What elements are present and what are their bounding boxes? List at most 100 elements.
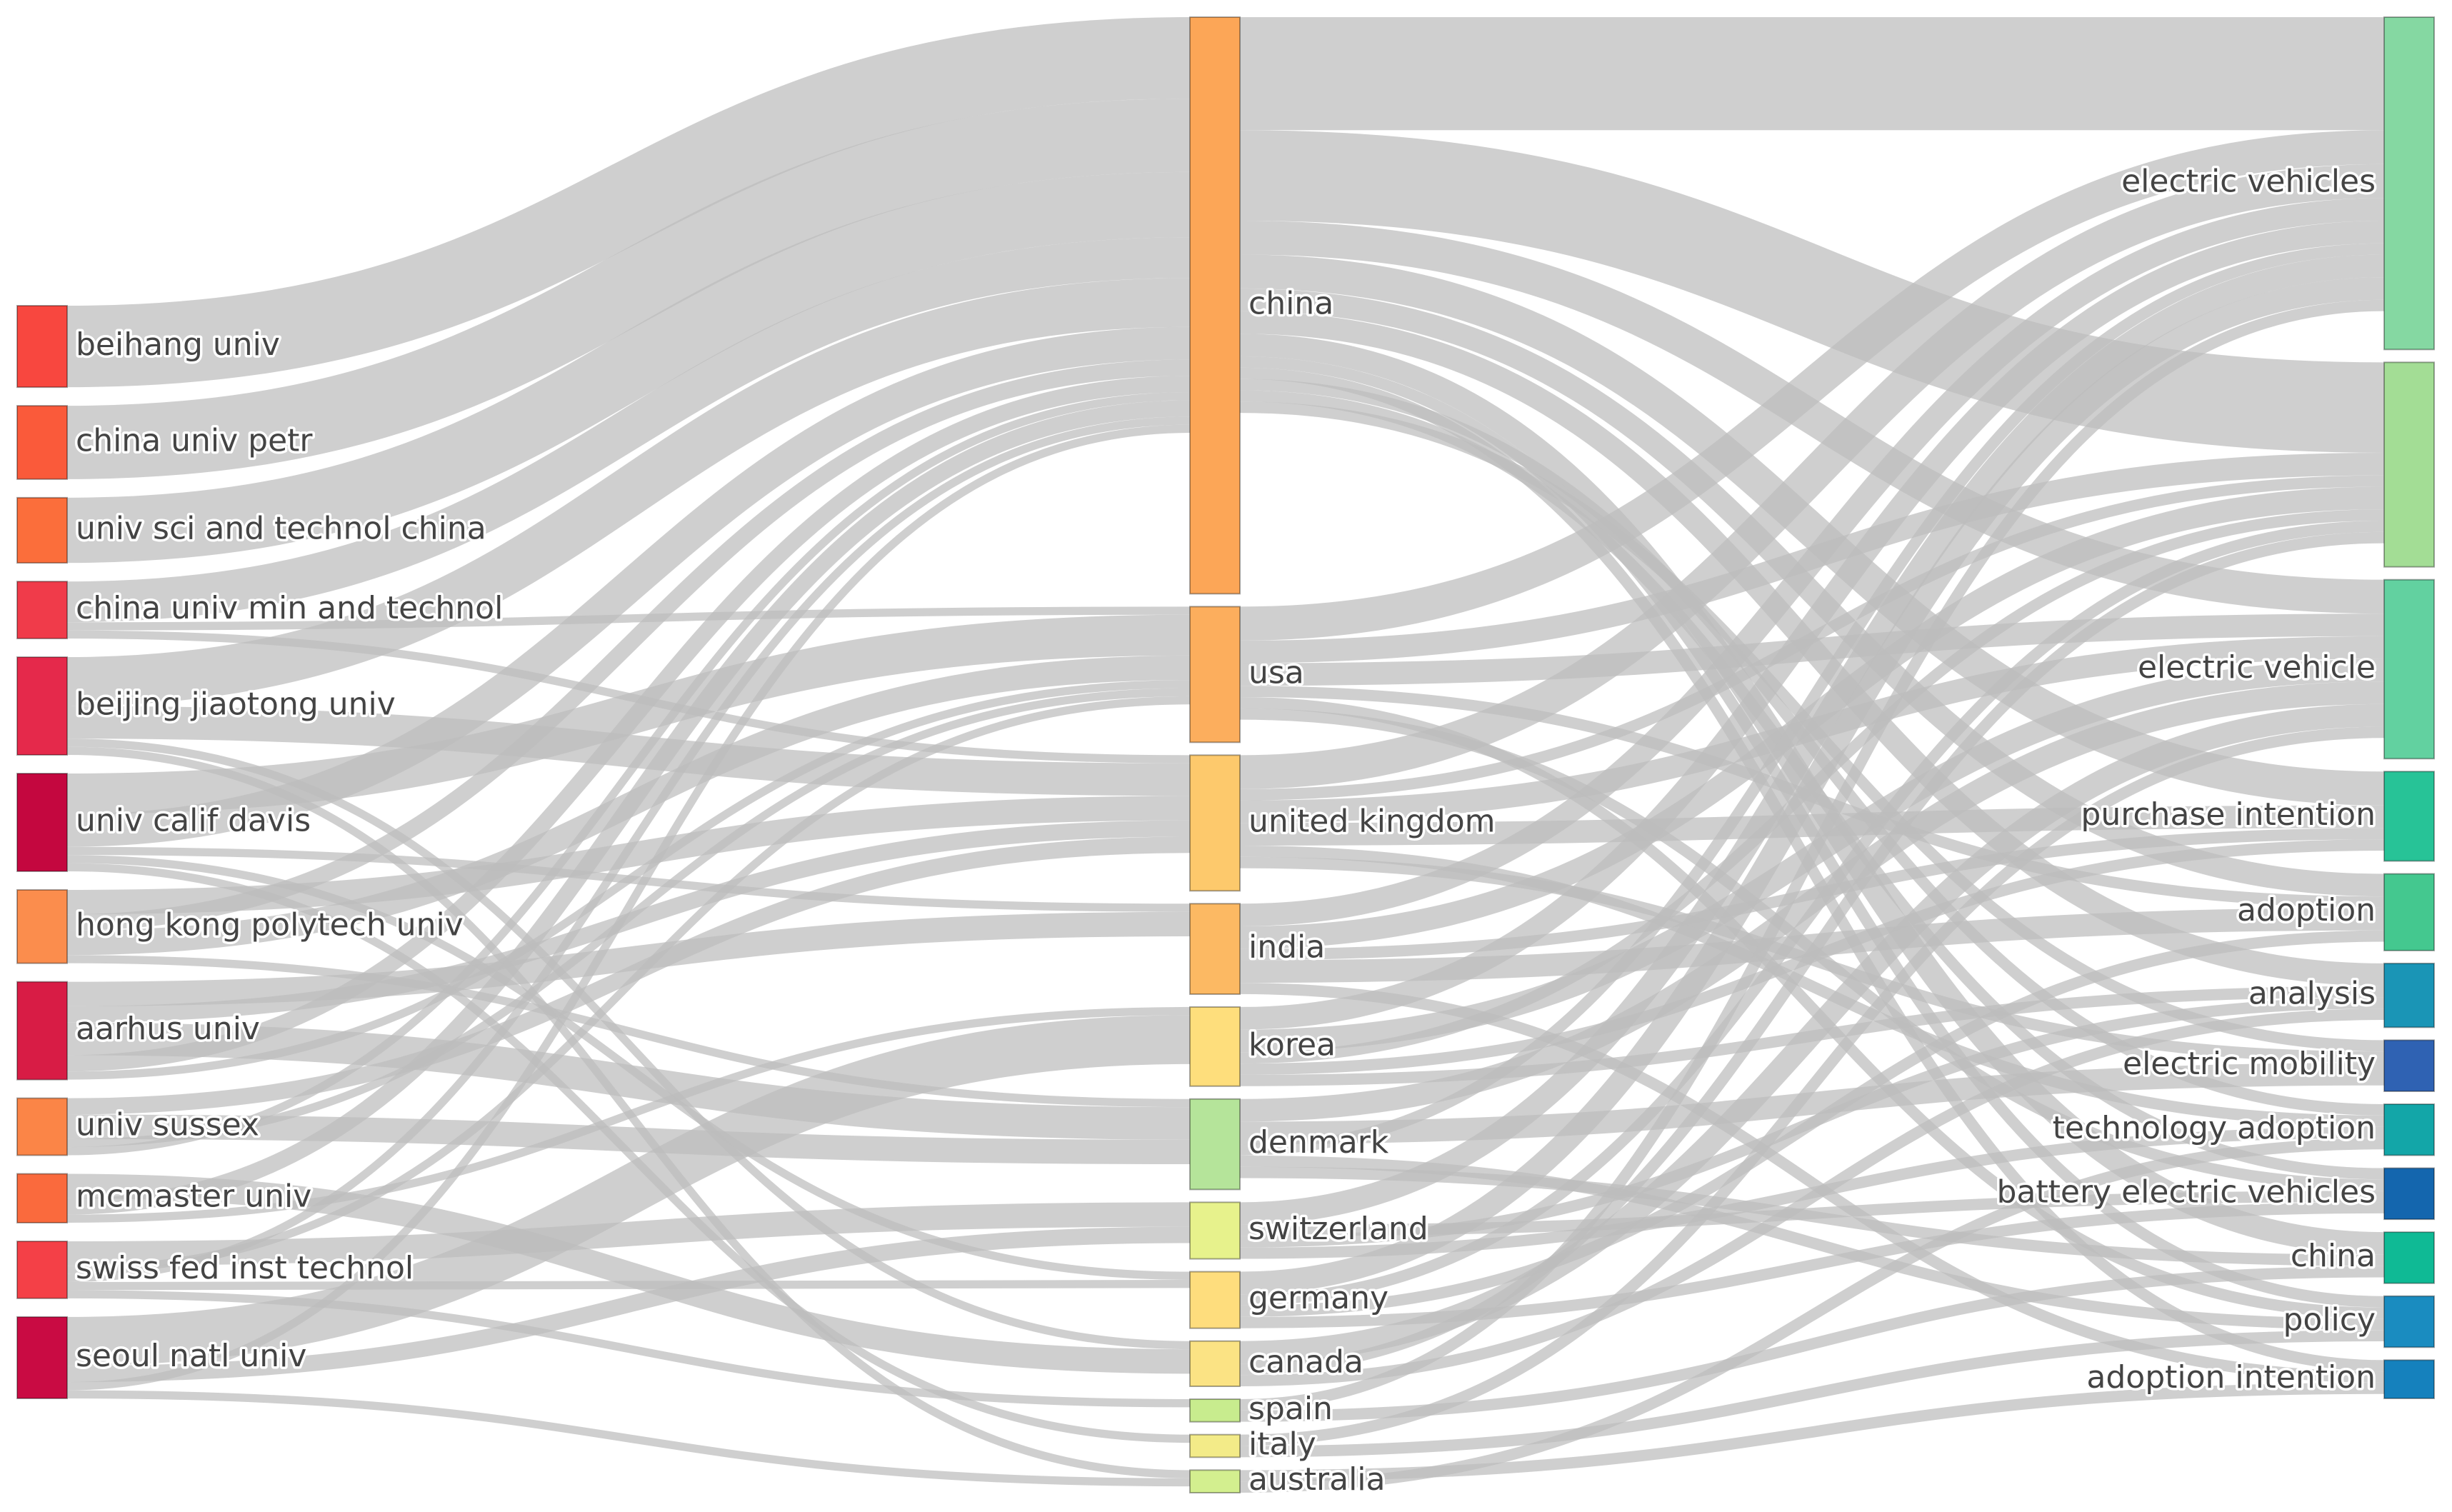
node-emob[interactable] (2383, 1039, 2435, 1092)
link-mcmaster-korea (66, 1006, 1191, 1223)
link-mcmaster-china (66, 400, 1191, 1215)
link-uk-pi (1239, 805, 2385, 846)
link-aarhus-china (66, 376, 1191, 1072)
link-germany-evs (1239, 277, 2385, 1295)
label-eth: swiss fed inst technol (76, 1250, 414, 1286)
link-sussex-usa (66, 688, 1191, 1148)
node-kw_blank[interactable] (2383, 361, 2435, 568)
label-adint: adoption intention (2086, 1359, 2376, 1396)
link-denmark-policy (1239, 1155, 2385, 1331)
label-cupetr: china univ petr (76, 422, 313, 459)
label-mcmaster: mcmaster univ (76, 1178, 311, 1215)
link-sussex-denmark (66, 1114, 1191, 1165)
node-pi[interactable] (2383, 771, 2435, 862)
node-china[interactable] (1189, 16, 1241, 595)
label-spain: spain (1248, 1391, 1333, 1427)
label-pi: purchase intention (2081, 796, 2376, 833)
labels-layer: beihang univ china univ petr univ sci and … (74, 161, 2378, 1501)
link-snu-switzerland (66, 1226, 1191, 1383)
node-germany[interactable] (1189, 1271, 1241, 1329)
node-evs[interactable] (2383, 16, 2435, 351)
label-ustc: univ sci and technol china (76, 510, 486, 546)
node-spain[interactable] (1189, 1398, 1241, 1423)
link-denmark-evs (1239, 243, 2385, 1156)
link-china-adoption (1239, 288, 2385, 897)
node-switzerland[interactable] (1189, 1201, 1241, 1260)
link-spain-evs (1239, 299, 2385, 1411)
node-polyu[interactable] (16, 888, 68, 964)
node-india[interactable] (1189, 903, 1241, 995)
node-cumt[interactable] (16, 581, 68, 640)
link-bjtu-uk (66, 706, 1191, 796)
label-ucdavis: univ calif davis (76, 802, 311, 838)
node-ustc[interactable] (16, 496, 68, 564)
nodes-layer (16, 16, 2435, 1493)
node-analysis[interactable] (2383, 962, 2435, 1028)
label-snu: seoul natl univ (76, 1338, 306, 1374)
label-uk: united kingdom (1248, 803, 1495, 839)
label-ev: electric vehicle (2138, 649, 2376, 686)
link-denmark-emob (1239, 1063, 2385, 1145)
label-denmark: denmark (1248, 1124, 1389, 1161)
link-mcmaster-canada (66, 1173, 1191, 1374)
node-eth[interactable] (16, 1240, 68, 1299)
link-canada-analysis (1239, 1008, 2385, 1387)
node-ucdavis[interactable] (16, 772, 68, 872)
node-mcmaster[interactable] (16, 1173, 68, 1223)
link-aarhus-india (66, 911, 1191, 1006)
link-snu-australia (66, 1390, 1191, 1487)
node-adoption[interactable] (2383, 873, 2435, 951)
label-bev: battery electric vehicles (1996, 1173, 2376, 1210)
link-china-kw_blank (1239, 130, 2385, 453)
link-spain-kwchina (1239, 1266, 2385, 1422)
node-techad[interactable] (2383, 1103, 2435, 1156)
link-aarhus-usa (66, 680, 1191, 1080)
link-eth-germany (66, 1279, 1191, 1291)
label-india: india (1248, 929, 1325, 966)
link-cumt-china (66, 237, 1191, 623)
label-switzerland: switzerland (1248, 1211, 1428, 1247)
node-sussex[interactable] (16, 1097, 68, 1156)
node-bjtu[interactable] (16, 656, 68, 756)
link-beihang-china (66, 17, 1191, 388)
node-kwchina[interactable] (2383, 1231, 2435, 1284)
node-canada[interactable] (1189, 1340, 1241, 1388)
link-australia-techad (1239, 1138, 2385, 1493)
node-australia[interactable] (1189, 1469, 1241, 1493)
label-sussex: univ sussex (76, 1107, 259, 1143)
link-aarhus-denmark (66, 1022, 1191, 1140)
label-usa: usa (1248, 654, 1304, 691)
node-policy[interactable] (2383, 1295, 2435, 1348)
node-cupetr[interactable] (16, 405, 68, 480)
node-aarhus[interactable] (16, 981, 68, 1081)
node-ev[interactable] (2383, 579, 2435, 760)
node-korea[interactable] (1189, 1006, 1241, 1087)
node-denmark[interactable] (1189, 1098, 1241, 1191)
node-uk[interactable] (1189, 754, 1241, 892)
node-snu[interactable] (16, 1316, 68, 1400)
label-germany: germany (1248, 1280, 1388, 1316)
node-usa[interactable] (1189, 606, 1241, 744)
label-evs: electric vehicles (2121, 164, 2376, 200)
link-switzerland-evs (1239, 254, 2385, 1226)
label-beihang: beihang univ (76, 326, 280, 363)
link-australia-adint (1239, 1382, 2385, 1482)
link-uk-evs (1239, 164, 2385, 789)
node-italy[interactable] (1189, 1433, 1241, 1458)
link-canada-kw_blank (1239, 531, 2385, 1376)
label-kwchina: china (2291, 1238, 2376, 1274)
label-policy: policy (2283, 1302, 2376, 1338)
node-adint[interactable] (2383, 1359, 2435, 1400)
node-beihang[interactable] (16, 305, 68, 389)
link-eth-usa (66, 696, 1191, 1274)
link-italy-ev (1239, 726, 2385, 1446)
link-ustc-china (66, 171, 1191, 564)
label-cumt: china univ min and technol (76, 590, 503, 626)
link-sussex-china (66, 391, 1191, 1156)
link-korea-evs (1239, 220, 2385, 1030)
link-cumt-usa (66, 606, 1191, 631)
link-italy-policy (1239, 1330, 2385, 1458)
node-bev[interactable] (2383, 1167, 2435, 1221)
